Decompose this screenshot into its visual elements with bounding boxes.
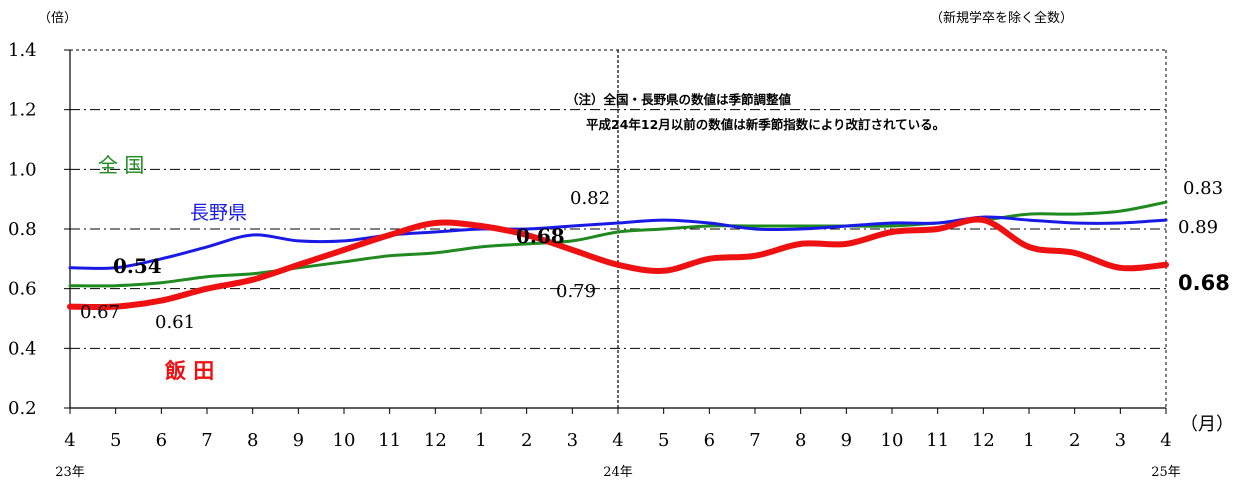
y-tick-label: 0.8 [8, 219, 37, 240]
corner-note: （新規学卒を除く全数） [930, 10, 1073, 26]
x-tick-label: 5 [658, 430, 669, 451]
x-unit-label: （月） [1180, 414, 1234, 435]
y-tick-label: 0.2 [8, 398, 37, 419]
legend-label-zenkoku: 全 国 [98, 153, 144, 177]
y-tick-label: 0.4 [8, 338, 37, 359]
data-label: 0.83 [1183, 178, 1223, 199]
x-tick-label: 2 [521, 430, 532, 451]
x-tick-label: 7 [749, 430, 760, 451]
data-label: 0.68 [1178, 271, 1230, 295]
data-label: 0.68 [516, 224, 565, 248]
data-label: 0.82 [570, 188, 610, 209]
year-label: 24年 [603, 465, 633, 480]
x-tick-label: 3 [1115, 430, 1126, 451]
data-label: 0.67 [80, 302, 120, 323]
x-tick-label: 10 [881, 430, 904, 451]
x-tick-label: 1 [1023, 430, 1034, 451]
data-label: 0.89 [1178, 217, 1218, 238]
note-line-1: （注）全国・長野県の数値は季節調整値 [566, 92, 792, 107]
tick-layer: 1.41.21.00.80.60.40.24 5 6 7 8 9 10 11 12 1 2 3 4 5 6 7… [8, 40, 1181, 480]
y-tick-label: 1.0 [8, 159, 37, 180]
x-tick-label: 7 [201, 430, 212, 451]
year-label: 23年 [55, 465, 85, 480]
x-tick-label: 4 [612, 430, 623, 451]
x-tick-label: 2 [1069, 430, 1080, 451]
x-tick-label: 10 [333, 430, 356, 451]
x-tick-label: 8 [795, 430, 806, 451]
data-label: 0.54 [113, 254, 162, 278]
x-tick-label: 4 [1160, 430, 1171, 451]
x-tick-label: 6 [156, 430, 167, 451]
x-tick-label: 5 [110, 430, 121, 451]
series-iida-line [67, 216, 1169, 311]
x-tick-label: 11 [926, 430, 949, 451]
data-label: 0.61 [155, 312, 195, 333]
note-line-2: 平成24年12月以前の数値は新季節指数により改訂されている。 [586, 117, 945, 132]
x-tick-label: 12 [424, 430, 447, 451]
x-tick-label: 12 [972, 430, 995, 451]
data-label: 0.79 [556, 281, 596, 302]
y-tick-label: 0.6 [8, 279, 37, 300]
y-tick-label: 1.4 [8, 40, 37, 61]
x-tick-label: 9 [293, 430, 304, 451]
y-unit-label: （倍） [38, 11, 77, 26]
x-tick-label: 8 [247, 430, 258, 451]
x-tick-label: 1 [475, 430, 486, 451]
x-tick-label: 11 [378, 430, 401, 451]
x-tick-label: 4 [64, 430, 75, 451]
x-tick-label: 3 [567, 430, 578, 451]
year-label: 25年 [1151, 465, 1181, 480]
series-layer [67, 200, 1169, 311]
y-tick-label: 1.2 [8, 100, 37, 121]
legend-label-nagano: 長野県 [190, 202, 247, 224]
x-tick-label: 6 [704, 430, 715, 451]
x-tick-label: 9 [841, 430, 852, 451]
legend-label-iida: 飯 田 [164, 359, 214, 383]
